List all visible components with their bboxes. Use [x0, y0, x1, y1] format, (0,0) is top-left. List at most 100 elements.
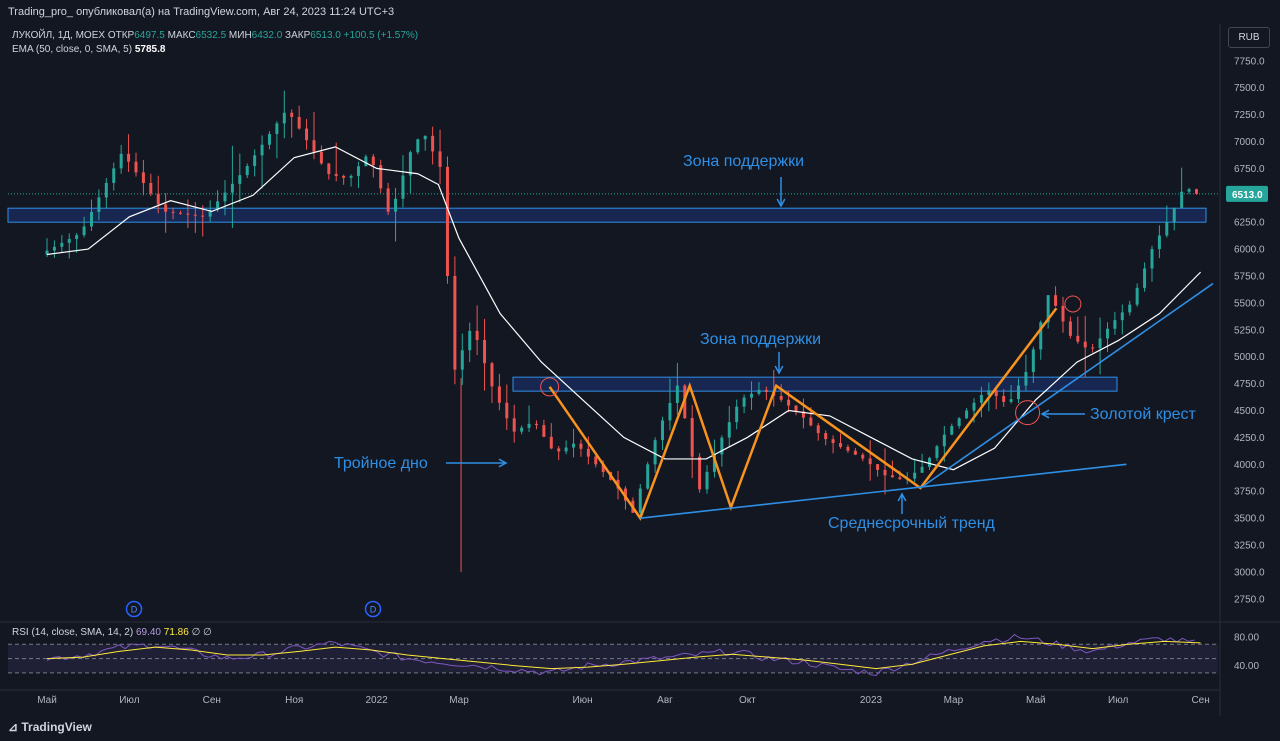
candle-body: [1076, 335, 1080, 342]
candle-body: [141, 172, 145, 184]
support-zone[interactable]: [7, 207, 1207, 223]
uptrend-line[interactable]: [919, 282, 1214, 489]
candle-body: [208, 210, 212, 217]
price-tick-label: 6000.0: [1234, 245, 1265, 256]
candle-body: [586, 448, 590, 457]
candle-body: [97, 197, 101, 212]
annotation-label: Зона поддержки: [700, 331, 821, 348]
marker-circle: [540, 377, 560, 397]
ema-value: 5785.8: [134, 44, 166, 55]
candle-body: [483, 339, 487, 364]
candle-body: [312, 140, 316, 152]
rsi-line[interactable]: [46, 633, 1195, 677]
dividend-marker-label: D: [131, 605, 138, 615]
high-value: 6532.5: [195, 30, 227, 41]
candle-body: [698, 456, 702, 490]
candle-body: [520, 427, 524, 432]
ema-line[interactable]: [46, 146, 1202, 471]
candle-body: [727, 422, 731, 438]
candle-body: [490, 363, 494, 387]
candle-body: [1165, 221, 1169, 236]
candle-body: [416, 139, 420, 153]
candle-body: [60, 242, 64, 247]
candle-body: [156, 193, 160, 205]
dividend-marker[interactable]: [364, 600, 382, 618]
candle-body: [431, 135, 435, 152]
candle-body: [690, 418, 694, 457]
candle-body: [260, 144, 264, 156]
candle-body: [557, 448, 561, 452]
candle-body: [201, 215, 205, 217]
candle-body: [979, 395, 983, 403]
candle-body: [920, 466, 924, 473]
candle-body: [735, 406, 739, 423]
candle-body: [245, 166, 249, 176]
candle-body: [1135, 287, 1139, 305]
candle-body: [957, 418, 961, 427]
symbol-label[interactable]: ЛУКОЙЛ, 1Д, MOEX: [12, 30, 106, 41]
price-tick-label: 4250.0: [1234, 433, 1265, 444]
candle-body: [1128, 304, 1132, 313]
candle-body: [1083, 341, 1087, 348]
rsi-label[interactable]: RSI (14, close, SMA, 14, 2): [12, 627, 134, 638]
candle-body: [564, 447, 568, 452]
time-tick-label: Ноя: [285, 695, 303, 706]
candle-body: [965, 410, 969, 419]
candle-body: [1046, 295, 1050, 323]
candle-body: [408, 152, 412, 176]
candle-body: [1009, 399, 1013, 402]
candle-body: [831, 439, 835, 444]
candle-body: [928, 457, 932, 467]
candle-body: [216, 201, 220, 211]
marker-circle: [1064, 295, 1082, 313]
candle-body: [898, 477, 902, 480]
tradingview-logo-icon: ⊿: [8, 720, 22, 734]
candle-body: [527, 423, 531, 428]
candle-body: [267, 134, 271, 145]
candle-body: [653, 440, 657, 465]
candle-body: [675, 385, 679, 403]
rsi-ma-line[interactable]: [46, 640, 1201, 670]
candle-body: [861, 454, 865, 459]
time-tick-label: Май: [1026, 695, 1046, 706]
midterm-trend-line[interactable]: [640, 463, 1127, 519]
candle-body: [104, 182, 108, 198]
candle-body: [750, 393, 754, 398]
candle-body: [994, 390, 998, 397]
candle-body: [1024, 371, 1028, 386]
candle-body: [171, 211, 175, 213]
candle-body: [705, 471, 709, 490]
candle-body: [572, 443, 576, 448]
candle-body: [282, 112, 286, 124]
candle-body: [876, 464, 880, 470]
candle-body: [890, 475, 894, 478]
price-tick-label: 5250.0: [1234, 325, 1265, 336]
candle-body: [356, 166, 360, 176]
time-tick-label: 2022: [365, 695, 388, 706]
candle-body: [816, 425, 820, 434]
candle-body: [594, 456, 598, 465]
currency-button[interactable]: RUB: [1228, 27, 1270, 48]
time-tick-label: 2023: [860, 695, 883, 706]
candle-body: [468, 330, 472, 351]
candle-body: [534, 423, 538, 426]
candle-body: [67, 238, 71, 243]
support-zone[interactable]: [512, 376, 1118, 392]
candle-body: [913, 472, 917, 479]
candle-body: [460, 350, 464, 370]
rsi-extra: ∅ ∅: [191, 627, 212, 638]
candle-body: [779, 395, 783, 400]
ohlc-line: ЛУКОЙЛ, 1Д, MOEX ОТКР6497.5 МАКС6532.5 М…: [12, 29, 418, 43]
price-tick-label: 3250.0: [1234, 541, 1265, 552]
dividend-marker[interactable]: [125, 600, 143, 618]
time-tick-label: Июл: [1108, 695, 1128, 706]
candle-body: [275, 123, 279, 135]
candle-body: [1172, 207, 1176, 222]
candle-body: [942, 434, 946, 447]
time-tick-label: Сен: [1191, 695, 1209, 706]
ema-label[interactable]: EMA (50, close, 0, SMA, 5): [12, 44, 133, 55]
candle-body: [349, 175, 353, 178]
candle-body: [445, 166, 449, 276]
open-label: ОТКР: [107, 30, 135, 41]
